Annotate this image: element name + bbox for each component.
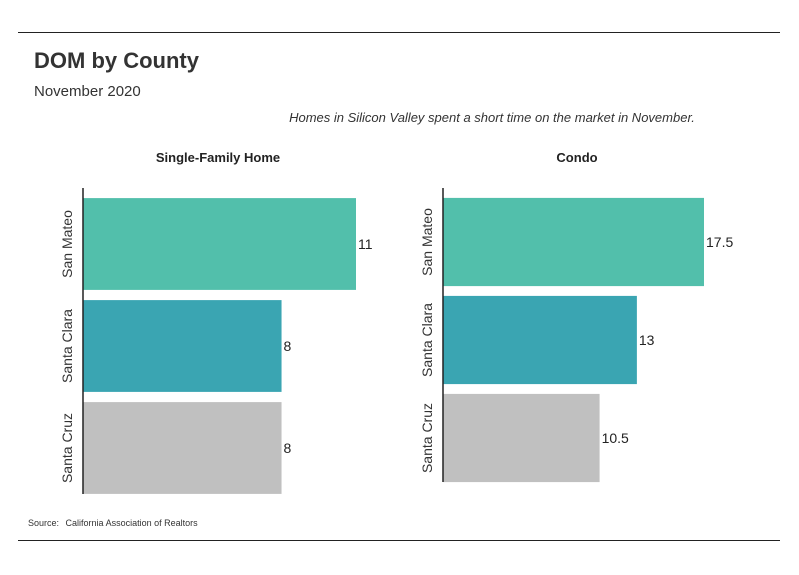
chart-1-title: Single-Family Home [156,150,280,165]
chart-1-category-label-santa-cruz: Santa Cruz [59,413,75,483]
chart-2-bar-santa-clara [443,295,637,385]
top-rule [18,32,780,33]
chart-2-value-label-santa-cruz: 10.5 [602,430,629,446]
source-note: Source: California Association of Realto… [28,518,202,528]
chart-1-category-label-san-mateo: San Mateo [59,210,75,278]
chart-1-bar-san-mateo [83,198,356,290]
chart-2-bar-santa-cruz [443,393,600,483]
chart-1-value-label-santa-cruz: 8 [284,440,292,456]
source-label: Source: [28,518,60,528]
chart-2-bar-san-mateo [443,197,704,287]
bottom-rule [18,540,780,541]
chart-title: DOM by County [34,48,199,73]
chart-1-value-label-santa-clara: 8 [284,338,292,354]
chart-2-title: Condo [556,150,597,165]
chart-1-bar-santa-cruz [83,402,282,494]
chart-2-category-label-san-mateo: San Mateo [419,208,435,276]
chart-1-value-label-san-mateo: 11 [358,236,373,252]
source-text: California Association of Realtors [65,518,198,528]
chart-1-bar-santa-clara [83,300,282,392]
chart-2-value-label-santa-clara: 13 [639,332,655,348]
chart-1-category-label-santa-clara: Santa Clara [59,309,75,383]
chart-2-category-label-santa-cruz: Santa Cruz [419,403,435,473]
chart-2-value-label-san-mateo: 17.5 [706,234,733,250]
chart-caption: Homes in Silicon Valley spent a short ti… [289,110,695,125]
chart-subtitle: November 2020 [34,83,141,100]
chart-2-category-label-santa-clara: Santa Clara [419,303,435,377]
